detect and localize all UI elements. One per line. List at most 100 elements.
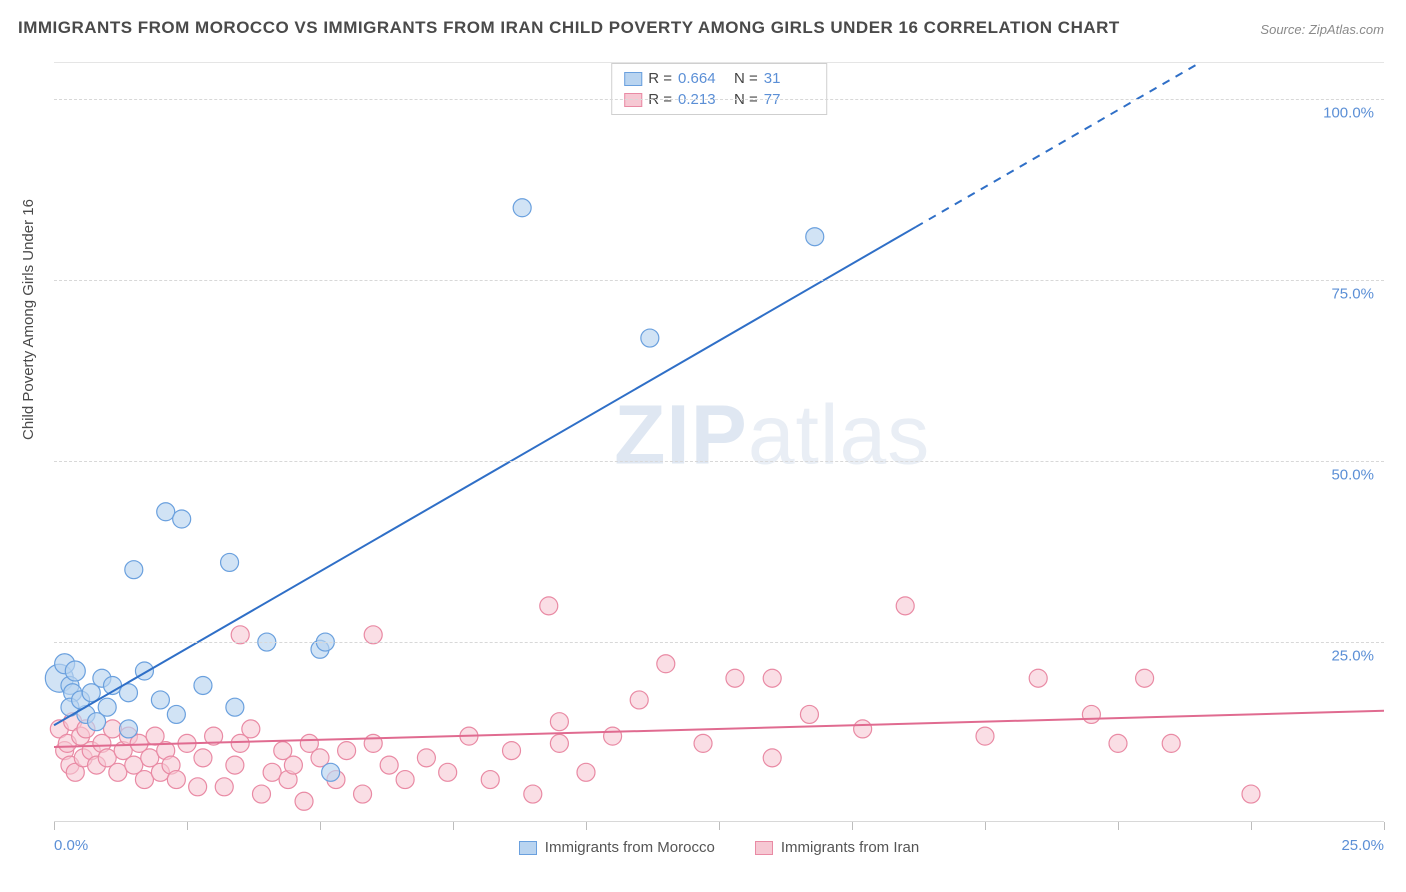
- source-attribution: Source: ZipAtlas.com: [1260, 22, 1384, 37]
- scatter-point-iran: [109, 763, 127, 781]
- legend-N-morocco: 31: [764, 70, 814, 87]
- scatter-point-iran: [295, 792, 313, 810]
- source-value: ZipAtlas.com: [1309, 22, 1384, 37]
- scatter-point-iran: [657, 655, 675, 673]
- scatter-point-iran: [104, 720, 122, 738]
- scatter-point-iran: [263, 763, 281, 781]
- y-tick-label: 25.0%: [1331, 648, 1374, 665]
- trendline-dashed-morocco: [916, 63, 1200, 227]
- scatter-point-iran: [524, 785, 542, 803]
- scatter-point-iran: [396, 771, 414, 789]
- scatter-point-morocco: [513, 199, 531, 217]
- legend-swatch-iran-b: [755, 841, 773, 855]
- scatter-point-morocco: [125, 561, 143, 579]
- scatter-point-morocco: [151, 691, 169, 709]
- legend-stats-row-morocco: R = 0.664 N = 31: [624, 68, 814, 89]
- scatter-point-iran: [630, 691, 648, 709]
- scatter-point-iran: [380, 756, 398, 774]
- scatter-point-iran: [1082, 705, 1100, 723]
- legend-R-label: R =: [648, 70, 672, 87]
- legend-label-iran: Immigrants from Iran: [781, 839, 919, 856]
- scatter-point-iran: [338, 742, 356, 760]
- legend-item-iran: Immigrants from Iran: [755, 839, 919, 856]
- legend-label-morocco: Immigrants from Morocco: [545, 839, 715, 856]
- scatter-point-iran: [726, 669, 744, 687]
- x-tick: [54, 822, 55, 830]
- source-label: Source:: [1260, 22, 1305, 37]
- legend-R-morocco: 0.664: [678, 70, 728, 87]
- gridline-h: [54, 461, 1384, 462]
- x-tick: [320, 822, 321, 830]
- scatter-point-iran: [481, 771, 499, 789]
- scatter-point-iran: [763, 669, 781, 687]
- x-tick: [1384, 822, 1385, 830]
- scatter-point-iran: [550, 713, 568, 731]
- scatter-point-iran: [1136, 669, 1154, 687]
- scatter-point-iran: [242, 720, 260, 738]
- legend-swatch-morocco-b: [519, 841, 537, 855]
- scatter-point-iran: [577, 763, 595, 781]
- scatter-point-iran: [694, 734, 712, 752]
- scatter-point-iran: [194, 749, 212, 767]
- gridline-h: [54, 642, 1384, 643]
- scatter-point-morocco: [173, 510, 191, 528]
- trendline-morocco: [54, 227, 916, 725]
- legend-item-morocco: Immigrants from Morocco: [519, 839, 715, 856]
- scatter-point-morocco: [641, 329, 659, 347]
- scatter-point-iran: [540, 597, 558, 615]
- legend-swatch-morocco: [624, 72, 642, 86]
- scatter-point-morocco: [221, 553, 239, 571]
- legend-bottom: Immigrants from Morocco Immigrants from …: [54, 839, 1384, 856]
- scatter-point-iran: [1242, 785, 1260, 803]
- scatter-point-iran: [252, 785, 270, 803]
- scatter-point-iran: [976, 727, 994, 745]
- scatter-point-iran: [800, 705, 818, 723]
- scatter-point-iran: [604, 727, 622, 745]
- x-tick-label: 0.0%: [54, 837, 88, 854]
- scatter-point-morocco: [157, 503, 175, 521]
- scatter-point-morocco: [65, 661, 85, 681]
- scatter-point-morocco: [806, 228, 824, 246]
- x-tick: [719, 822, 720, 830]
- x-tick: [453, 822, 454, 830]
- x-tick-label: 25.0%: [1341, 837, 1384, 854]
- scatter-point-iran: [1109, 734, 1127, 752]
- scatter-point-iran: [896, 597, 914, 615]
- scatter-point-iran: [364, 734, 382, 752]
- scatter-point-morocco: [322, 763, 340, 781]
- y-tick-label: 100.0%: [1323, 105, 1374, 122]
- scatter-point-iran: [439, 763, 457, 781]
- gridline-h: [54, 280, 1384, 281]
- scatter-point-iran: [284, 756, 302, 774]
- scatter-point-iran: [189, 778, 207, 796]
- scatter-point-iran: [1162, 734, 1180, 752]
- x-tick: [187, 822, 188, 830]
- y-tick-label: 50.0%: [1331, 467, 1374, 484]
- legend-stats: R = 0.664 N = 31 R = 0.213 N = 77: [611, 63, 827, 115]
- scatter-point-iran: [854, 720, 872, 738]
- scatter-point-iran: [215, 778, 233, 796]
- scatter-point-morocco: [119, 720, 137, 738]
- scatter-point-iran: [763, 749, 781, 767]
- plot-area: ZIPatlas R = 0.664 N = 31 R = 0.213 N = …: [54, 62, 1384, 822]
- scatter-point-iran: [1029, 669, 1047, 687]
- gridline-h: [54, 99, 1384, 100]
- scatter-point-iran: [354, 785, 372, 803]
- x-tick: [985, 822, 986, 830]
- scatter-point-iran: [135, 771, 153, 789]
- y-axis-title: Child Poverty Among Girls Under 16: [20, 199, 37, 440]
- scatter-point-iran: [550, 734, 568, 752]
- scatter-point-iran: [417, 749, 435, 767]
- x-tick: [852, 822, 853, 830]
- scatter-point-morocco: [98, 698, 116, 716]
- scatter-point-morocco: [194, 676, 212, 694]
- y-tick-label: 75.0%: [1331, 286, 1374, 303]
- x-tick: [586, 822, 587, 830]
- scatter-point-iran: [503, 742, 521, 760]
- legend-N-label: N =: [734, 70, 758, 87]
- scatter-point-iran: [167, 771, 185, 789]
- x-tick: [1118, 822, 1119, 830]
- chart-title: IMMIGRANTS FROM MOROCCO VS IMMIGRANTS FR…: [18, 18, 1120, 38]
- scatter-point-iran: [226, 756, 244, 774]
- scatter-point-morocco: [226, 698, 244, 716]
